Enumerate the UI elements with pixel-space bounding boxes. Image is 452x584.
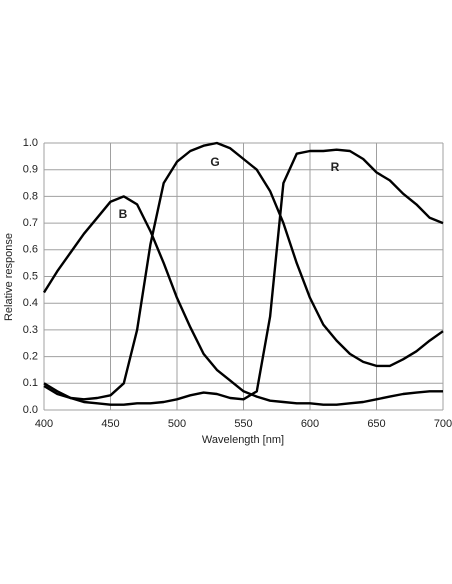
- series-label: G: [210, 155, 219, 169]
- y-tick-label: 0.0: [23, 404, 38, 416]
- x-tick-label: 650: [367, 418, 385, 430]
- y-tick-label: 0.1: [23, 377, 38, 389]
- x-tick-label: 500: [168, 418, 186, 430]
- x-tick-label: 450: [101, 418, 119, 430]
- y-tick-label: 0.6: [23, 244, 38, 256]
- series-line: [43, 141, 444, 401]
- series-line: [43, 148, 444, 406]
- y-tick-label: 0.8: [23, 190, 38, 202]
- x-tick-label: 700: [434, 418, 452, 430]
- y-tick-label: 1.0: [23, 137, 38, 149]
- x-tick-label: 550: [234, 418, 252, 430]
- y-tick-label: 0.3: [23, 324, 38, 336]
- y-tick-label: 0.4: [23, 297, 38, 309]
- x-tick-label: 600: [301, 418, 319, 430]
- y-tick-label: 0.2: [23, 351, 38, 363]
- series-label: R: [331, 160, 340, 174]
- y-tick-label: 0.5: [23, 270, 38, 282]
- x-axis-label: Wavelength [nm]: [202, 434, 284, 446]
- y-axis-label: Relative response: [3, 233, 15, 321]
- series-line: [42, 195, 443, 406]
- y-tick-label: 0.7: [23, 217, 38, 229]
- y-tick-label: 0.9: [23, 164, 38, 176]
- x-tick-label: 400: [35, 418, 53, 430]
- series-label: B: [119, 207, 128, 221]
